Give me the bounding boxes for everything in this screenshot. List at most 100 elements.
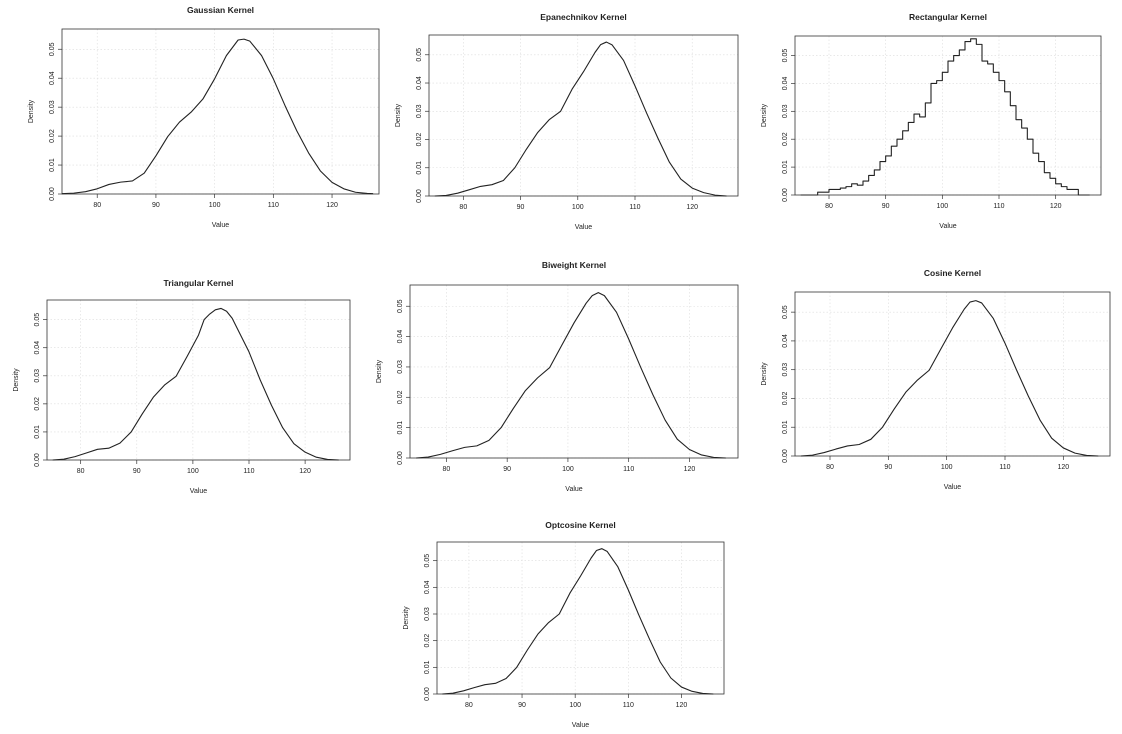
y-tick-label: 0.02 — [416, 133, 423, 147]
y-axis-label: Density — [761, 103, 768, 127]
y-tick-label: 0.00 — [34, 453, 41, 467]
y-tick-label: 0.00 — [782, 449, 789, 463]
x-axis-label: Value — [190, 488, 207, 495]
y-axis-label: Density — [28, 99, 35, 123]
y-tick-label: 0.05 — [782, 49, 789, 63]
x-tick-label: 120 — [1057, 464, 1069, 471]
x-tick-label: 80 — [93, 202, 101, 209]
y-tick-label: 0.03 — [782, 363, 789, 377]
y-tick-label: 0.03 — [782, 104, 789, 118]
y-tick-label: 0.01 — [49, 158, 56, 172]
y-tick-label: 0.00 — [49, 187, 56, 201]
chart-title: Optcosine Kernel — [545, 520, 615, 530]
y-tick-label: 0.03 — [397, 360, 404, 374]
chart-title: Biweight Kernel — [542, 260, 606, 270]
x-tick-label: 120 — [684, 466, 696, 473]
triangular-kernel-panel: Triangular Kernel 80 90 100 110 120 0.00 0.01 0.… — [13, 278, 351, 495]
plot-frame — [428, 34, 739, 197]
plot-frame — [794, 291, 1111, 457]
x-axis-label: Value — [565, 486, 582, 493]
chart-title: Cosine Kernel — [924, 268, 981, 278]
x-tick-label: 100 — [562, 466, 574, 473]
x-tick-label: 110 — [268, 202, 279, 209]
x-axis-label: Value — [572, 722, 589, 729]
x-tick-label: 110 — [243, 468, 254, 475]
x-tick-label: 90 — [518, 702, 526, 709]
y-tick-label: 0.05 — [49, 42, 56, 56]
chart-title: Gaussian Kernel — [187, 5, 254, 15]
y-tick-label: 0.01 — [397, 421, 404, 435]
density-curve — [61, 38, 374, 195]
y-axis-label: Density — [761, 362, 768, 386]
x-tick-label: 80 — [443, 466, 451, 473]
y-tick-label: 0.04 — [49, 71, 56, 85]
density-curve — [434, 41, 727, 197]
y-tick-label: 0.04 — [782, 77, 789, 91]
y-tick-label: 0.01 — [782, 160, 789, 174]
y-axis-label: Density — [403, 606, 410, 630]
y-tick-label: 0.00 — [424, 687, 431, 701]
x-tick-label: 120 — [299, 468, 311, 475]
y-tick-label: 0.00 — [397, 451, 404, 465]
x-tick-label: 100 — [569, 702, 581, 709]
y-tick-label: 0.02 — [424, 634, 431, 648]
x-axis-label: Value — [944, 484, 961, 491]
y-tick-label: 0.04 — [782, 334, 789, 348]
y-tick-label: 0.04 — [34, 341, 41, 355]
x-tick-label: 80 — [465, 702, 473, 709]
biweight-kernel-panel: Biweight Kernel 80 90 100 110 120 0.00 0.01 0.02… — [376, 260, 739, 493]
x-tick-label: 80 — [459, 204, 467, 211]
x-tick-label: 110 — [993, 203, 1004, 210]
y-axis-label: Density — [395, 103, 402, 127]
y-tick-label: 0.03 — [424, 607, 431, 621]
y-tick-label: 0.05 — [34, 313, 41, 327]
y-tick-label: 0.01 — [424, 660, 431, 674]
cosine-kernel-panel: Cosine Kernel 80 90 100 110 120 0.00 0.01 0.02 0.… — [761, 268, 1111, 491]
density-curve — [800, 300, 1099, 457]
y-tick-label: 0.02 — [49, 129, 56, 143]
y-tick-label: 0.05 — [424, 554, 431, 568]
y-tick-label: 0.05 — [782, 305, 789, 319]
y-tick-label: 0.02 — [34, 397, 41, 411]
rectangular-kernel-panel: Rectangular Kernel 80 90 100 110 120 0.00 0.01 0… — [761, 12, 1102, 230]
x-tick-label: 100 — [941, 464, 953, 471]
x-tick-label: 110 — [999, 464, 1010, 471]
y-tick-label: 0.01 — [34, 425, 41, 439]
plot-frame — [409, 284, 739, 459]
x-tick-label: 90 — [133, 468, 141, 475]
plot-frame — [436, 541, 725, 695]
y-tick-label: 0.03 — [34, 369, 41, 383]
x-tick-label: 90 — [884, 464, 892, 471]
y-tick-label: 0.05 — [397, 299, 404, 313]
x-tick-label: 110 — [629, 204, 640, 211]
density-curve — [52, 307, 339, 461]
y-tick-label: 0.04 — [424, 580, 431, 594]
y-tick-label: 0.01 — [416, 161, 423, 175]
x-tick-label: 90 — [517, 204, 525, 211]
x-tick-label: 80 — [826, 464, 834, 471]
x-tick-label: 120 — [1050, 203, 1062, 210]
y-tick-label: 0.00 — [782, 188, 789, 202]
y-tick-label: 0.02 — [397, 390, 404, 404]
epanechnikov-kernel-panel: Epanechnikov Kernel 80 90 100 110 120 0.00 0.01… — [395, 12, 739, 231]
y-tick-label: 0.04 — [416, 76, 423, 90]
x-tick-label: 110 — [623, 466, 634, 473]
plot-frame — [794, 35, 1102, 196]
density-curve — [800, 38, 1090, 196]
x-tick-label: 90 — [503, 466, 511, 473]
x-tick-label: 90 — [882, 203, 890, 210]
y-tick-label: 0.01 — [782, 420, 789, 434]
y-axis-label: Density — [376, 359, 383, 383]
x-tick-label: 110 — [623, 702, 634, 709]
chart-title: Rectangular Kernel — [909, 12, 987, 22]
density-curve — [416, 292, 726, 459]
x-tick-label: 80 — [825, 203, 833, 210]
y-tick-label: 0.05 — [416, 48, 423, 62]
x-tick-label: 100 — [187, 468, 199, 475]
plot-frame — [61, 28, 380, 195]
y-tick-label: 0.04 — [397, 330, 404, 344]
x-axis-label: Value — [212, 222, 229, 229]
gaussian-kernel-panel: Gaussian Kernel 80 90 100 110 120 0.00 0.01 0.02… — [28, 5, 380, 229]
x-tick-label: 100 — [209, 202, 221, 209]
